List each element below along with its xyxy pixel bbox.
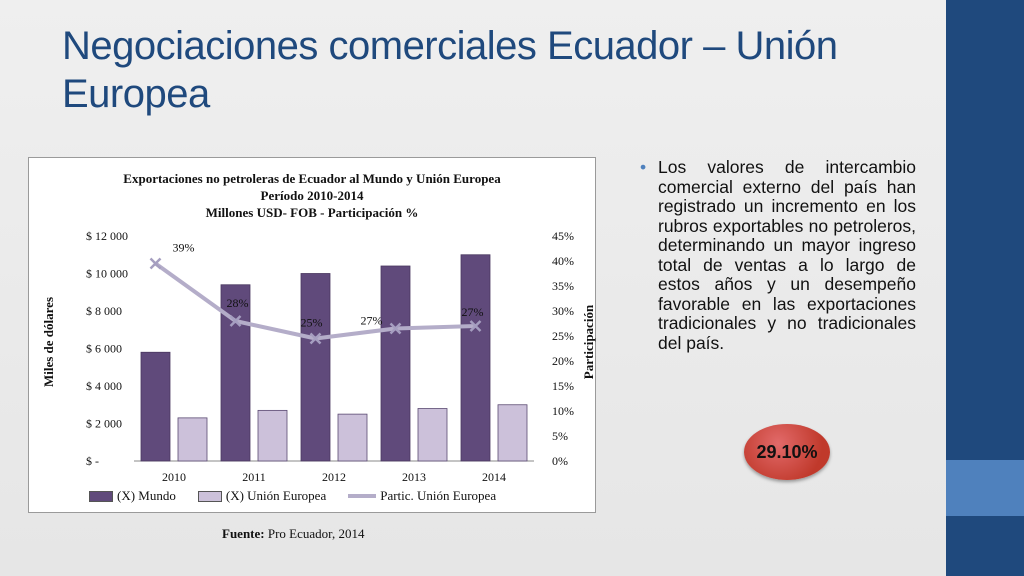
legend-swatch-mundo [89,490,113,502]
line-data-label: 27% [462,305,484,319]
x-tick-label: 2014 [482,470,506,484]
legend-item-partic: Partic. Unión Europea [348,488,496,504]
chart: Exportaciones no petroleras de Ecuador a… [28,157,596,513]
line-point-marker [469,320,482,332]
bar-union-europea [417,408,448,462]
source-note: Fuente: Pro Ecuador, 2014 [222,526,364,542]
side-accent-bar [946,0,1024,460]
y2-tick-label: 20% [552,354,574,368]
bar-mundo [460,254,491,462]
x-tick-label: 2010 [162,470,186,484]
line-point-marker [149,257,162,270]
y-tick-label: $ 12 000 [86,229,128,243]
y2-tick-label: 45% [552,229,574,243]
percentage-badge: 29.10% [744,424,830,480]
y-tick-label: $ 4 000 [86,379,122,393]
y2-tick-label: 15% [552,379,574,393]
y-tick-label: $ 10 000 [86,267,128,281]
side-accent-bar-light [946,460,1024,516]
y2-tick-label: 10% [552,404,574,418]
line-data-label: 25% [301,316,323,330]
bar-mundo [140,351,171,462]
chart-plot: $ - $ 2 000 $ 4 000 $ 6 000 $ 8 000 $ 10 000 $… [86,229,574,484]
y2-tick-label: 30% [552,304,574,318]
chart-title-line-2: Período 2010-2014 [260,188,364,203]
x-tick-label: 2013 [402,470,426,484]
line-point-marker [389,322,402,335]
bar-mundo [220,284,251,462]
line-data-label: 28% [227,296,249,310]
y2-tick-label: 40% [552,254,574,268]
source-label: Fuente: [222,526,265,541]
y2-tick-label: 35% [552,279,574,293]
bar-union-europea [497,404,528,462]
bar-union-europea [337,413,368,462]
y2-tick-label: 0% [552,454,568,468]
line-data-label: 27% [361,314,383,328]
legend-item-mundo: (X) Mundo [89,488,176,504]
x-tick-label: 2011 [242,470,266,484]
legend-item-ue: (X) Unión Europea [197,488,327,504]
line-point-marker [309,332,322,345]
legend-label-ue: (X) Unión Europea [225,488,327,503]
bar-union-europea [177,417,208,462]
chart-title-line-3: Millones USD- FOB - Participación % [205,205,419,220]
bullet-list: • Los valores de intercambio comercial e… [640,157,916,353]
chart-title-line-1: Exportaciones no petroleras de Ecuador a… [123,171,501,186]
chart-title: Exportaciones no petroleras de Ecuador a… [29,170,595,221]
bar-union-europea [257,409,288,462]
side-accent-bar-bottom [946,516,1024,576]
line-point-marker [229,315,242,327]
legend-label-partic: Partic. Unión Europea [380,488,497,503]
y-tick-label: $ - [86,454,99,468]
y-tick-label: $ 2 000 [86,417,122,431]
x-tick-label: 2012 [322,470,346,484]
legend-label-mundo: (X) Mundo [117,488,176,503]
legend-swatch-ue [197,490,222,502]
line-data-label: 39% [173,241,195,255]
slide-title: Negociaciones comerciales Ecuador – Unió… [62,24,838,116]
bar-mundo [300,273,331,462]
y2-tick-label: 5% [552,429,568,443]
bar-mundo [380,265,411,462]
bullet-dot-icon: • [640,157,647,177]
source-text: Pro Ecuador, 2014 [264,526,365,541]
y2-tick-label: 25% [552,329,574,343]
y-tick-label: $ 6 000 [86,342,122,356]
chart-legend: (X) Mundo (X) Unión Europea Partic. Unió… [89,488,589,504]
legend-swatch-partic [348,494,377,498]
y-tick-label: $ 8 000 [86,304,122,318]
bullet-text: Los valores de intercambio comercial ext… [658,157,916,353]
